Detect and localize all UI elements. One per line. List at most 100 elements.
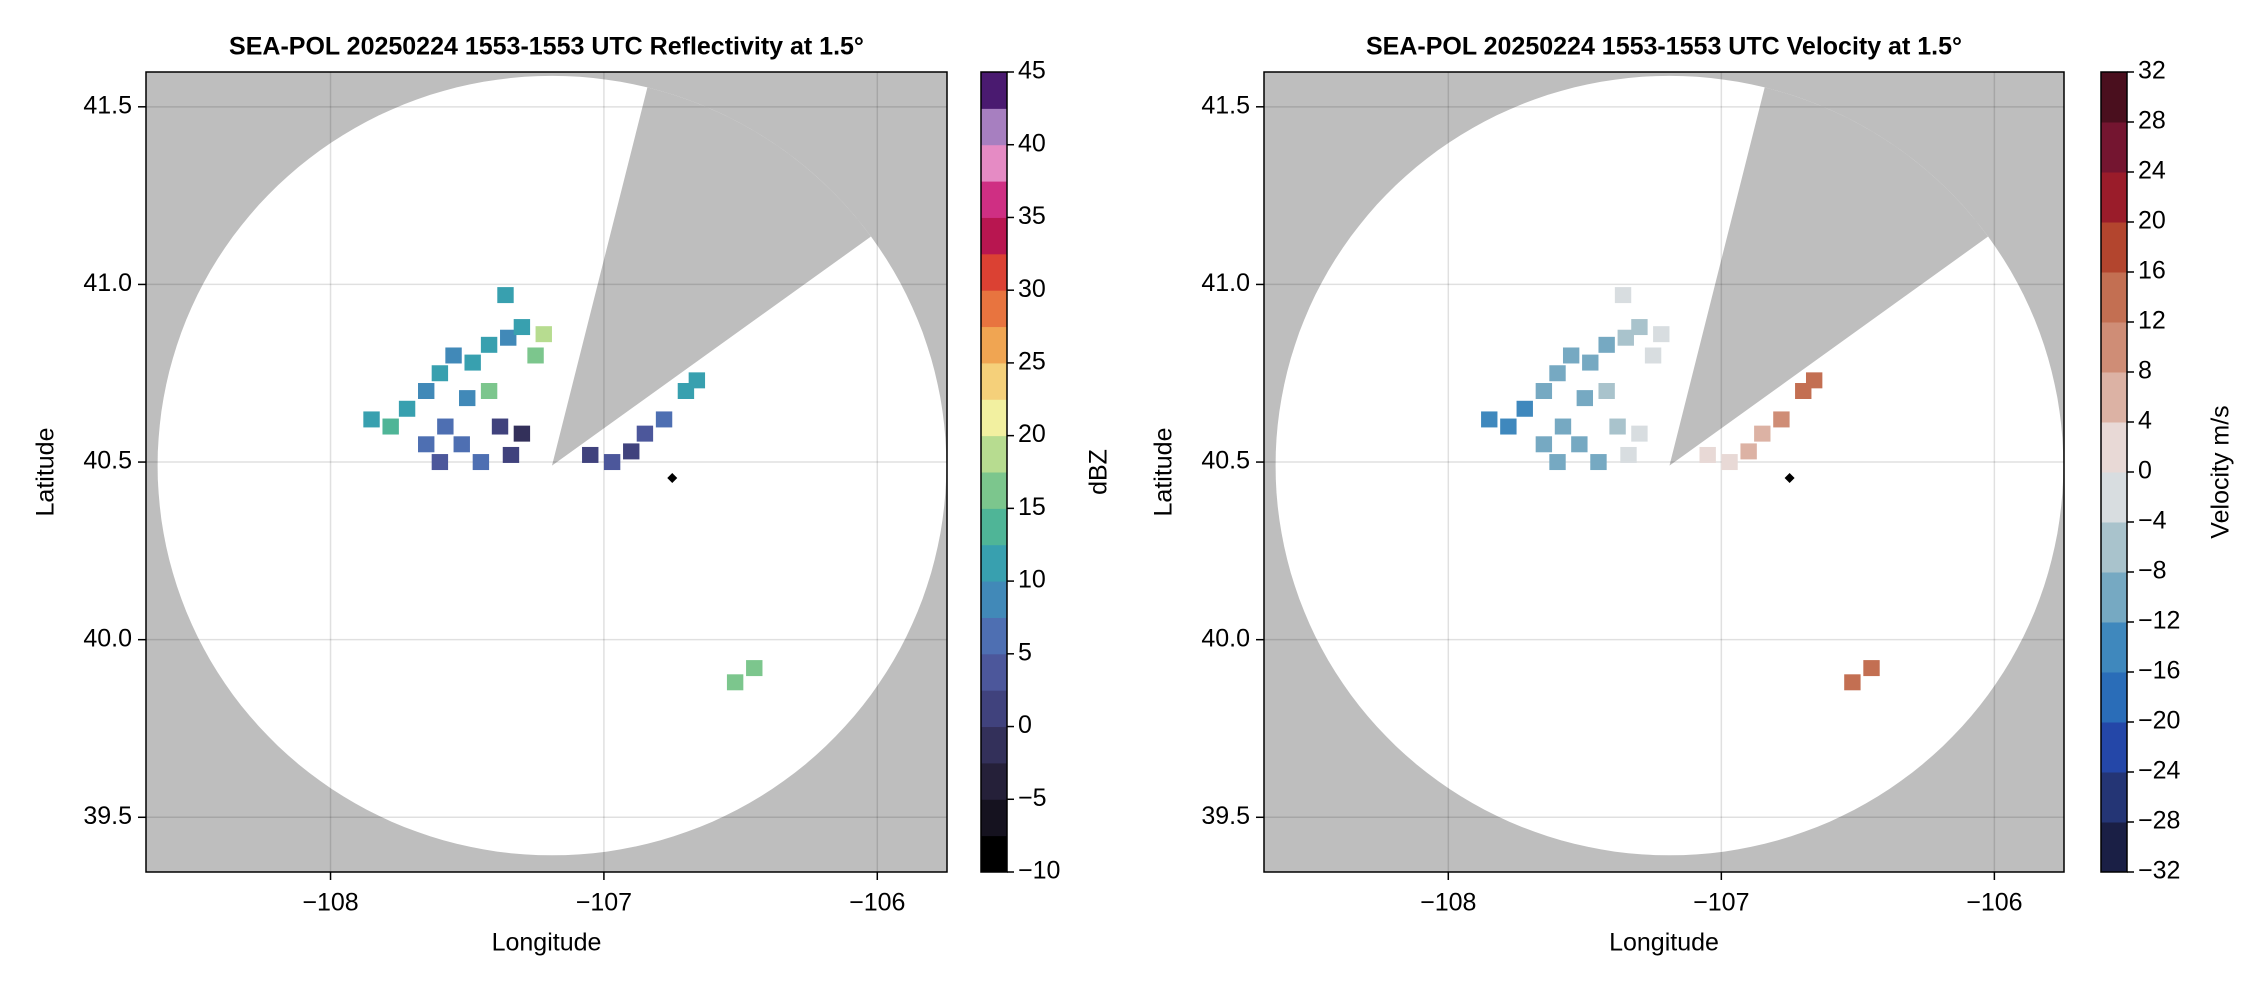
echo-cell: [1598, 336, 1615, 353]
y-tick-label: 41.0: [1201, 269, 1250, 297]
colorbar-segment: [981, 581, 1007, 618]
colorbar-segment: [2101, 472, 2127, 523]
echo-cell: [1644, 347, 1662, 364]
plot-area: [146, 72, 947, 872]
echo-cell: [1554, 418, 1572, 435]
colorbar-segment: [2101, 122, 2127, 173]
echo-cell: [1609, 418, 1626, 435]
colorbar-segment: [2101, 722, 2127, 773]
colorbar-tick-label: 30: [1018, 275, 1046, 303]
echo-cell: [1590, 454, 1607, 471]
colorbar-tick-label: 4: [2138, 407, 2152, 435]
colorbar-tick-label: −8: [2138, 557, 2167, 585]
colorbar-segment: [2101, 72, 2127, 123]
colorbar-segment: [981, 362, 1007, 400]
echo-cell: [453, 436, 470, 453]
colorbar-segment: [981, 290, 1007, 328]
echo-cell: [1500, 418, 1517, 435]
echo-cell: [480, 336, 498, 353]
x-axis-label: Longitude: [492, 929, 602, 957]
colorbar-label: Velocity m/s: [2207, 405, 2235, 538]
echo-cell: [1481, 411, 1498, 428]
colorbar-segment: [2101, 522, 2127, 573]
echo-cell: [1773, 411, 1790, 428]
echo-cell: [418, 383, 435, 399]
echo-cell: [582, 446, 599, 463]
colorbar-tick-label: −24: [2138, 757, 2181, 785]
echo-cell: [1863, 660, 1880, 677]
x-tick-label: −106: [1966, 889, 2022, 917]
echo-cell: [1535, 383, 1553, 399]
plot-frame: [1263, 71, 2065, 873]
y-tick-label: 40.5: [83, 447, 132, 475]
colorbar-segment: [981, 472, 1007, 509]
echo-cell: [1631, 319, 1648, 336]
colorbar-tick-label: −10: [1018, 857, 1060, 885]
echo-cell: [500, 329, 517, 346]
colorbar-segment: [981, 799, 1007, 837]
y-tick-label: 40.0: [1201, 624, 1250, 652]
blocked-sector: [551, 87, 871, 466]
colorbar-tick-label: −28: [2138, 807, 2180, 835]
echo-cell: [431, 365, 449, 382]
colorbar-tick-label: 28: [2138, 107, 2166, 135]
echo-cell: [382, 418, 399, 435]
echo-cell: [746, 660, 763, 677]
colorbar-tick-label: 16: [2138, 257, 2166, 285]
echo-cell: [1576, 390, 1594, 407]
colorbar-tick-label: 0: [1018, 711, 1032, 739]
colorbar-segment: [2101, 272, 2127, 323]
echo-cell: [418, 436, 435, 453]
colorbar-frame: [980, 71, 1008, 873]
colorbar-tick-label: 24: [2138, 157, 2166, 185]
colorbar-segment: [981, 690, 1007, 728]
x-tick-label: −107: [576, 889, 632, 917]
echo-cell: [363, 411, 380, 428]
echo-cell: [1653, 326, 1670, 343]
colorbar-segment: [2101, 222, 2127, 273]
echo-cell: [480, 383, 498, 399]
x-tick-label: −107: [1693, 889, 1749, 917]
colorbar-segment: [2101, 772, 2127, 823]
echo-cell: [1516, 400, 1533, 417]
colorbar-segment: [2101, 422, 2127, 473]
blocked-sector: [1669, 87, 1989, 466]
colorbar-tick-label: −32: [2138, 857, 2180, 885]
colorbar-segment: [981, 435, 1007, 473]
echo-cell: [603, 454, 621, 471]
echo-cell: [502, 446, 520, 463]
colorbar-segment: [2101, 622, 2127, 673]
echo-cell: [1740, 443, 1757, 460]
colorbar-segment: [2101, 572, 2127, 623]
colorbar-segment: [2101, 372, 2127, 423]
colorbar-segment: [2101, 172, 2127, 223]
colorbar-segment: [981, 762, 1007, 800]
colorbar-segment: [981, 835, 1007, 873]
colorbar-segment: [981, 326, 1007, 364]
echo-cell: [437, 418, 454, 435]
colorbar-tick-label: −16: [2138, 657, 2180, 685]
colorbar-tick-label: 15: [1018, 493, 1046, 521]
site-marker: [667, 473, 678, 484]
colorbar-tick-label: −5: [1018, 784, 1047, 812]
echo-cell: [1844, 674, 1861, 691]
colorbar-segment: [981, 653, 1007, 691]
echo-cell: [726, 674, 744, 691]
echo-cell: [1620, 446, 1637, 463]
colorbar-segment: [981, 253, 1007, 291]
colorbar-segment: [981, 399, 1007, 437]
echo-cell: [636, 425, 654, 442]
colorbar-tick-label: 0: [2138, 457, 2152, 485]
colorbar-segment: [981, 144, 1007, 182]
echo-cell: [1562, 347, 1580, 364]
echo-cell: [1614, 287, 1632, 304]
colorbar-segment: [981, 181, 1007, 218]
y-tick-label: 39.5: [1201, 802, 1250, 830]
chart-title: SEA-POL 20250224 1553-1553 UTC Velocity …: [1366, 33, 1962, 61]
y-tick-label: 41.0: [83, 269, 132, 297]
y-tick-label: 40.0: [83, 624, 132, 652]
colorbar-segment: [981, 726, 1007, 764]
echo-cell: [1582, 354, 1599, 371]
echo-cell: [1754, 425, 1771, 442]
